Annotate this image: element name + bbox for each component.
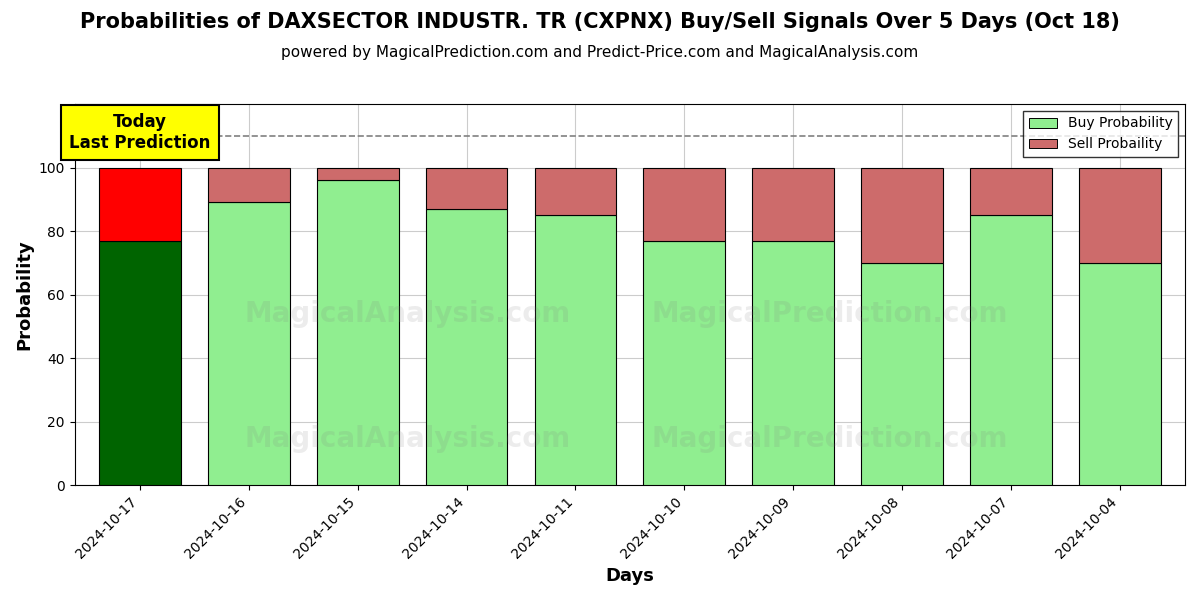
Legend: Buy Probability, Sell Probaility: Buy Probability, Sell Probaility (1024, 111, 1178, 157)
Bar (970, 215, 1051, 485)
Text: powered by MagicalPrediction.com and Predict-Price.com and MagicalAnalysis.com: powered by MagicalPrediction.com and Pre… (281, 45, 919, 60)
Bar (862, 167, 943, 263)
Bar (534, 215, 617, 485)
Text: Today
Last Prediction: Today Last Prediction (70, 113, 211, 152)
Text: MagicalPrediction.com: MagicalPrediction.com (652, 425, 1008, 454)
Bar (208, 167, 289, 202)
Bar (317, 167, 398, 180)
Bar (208, 202, 289, 485)
Bar (317, 180, 398, 485)
Text: MagicalPrediction.com: MagicalPrediction.com (652, 299, 1008, 328)
Bar (643, 167, 725, 241)
Bar (1079, 263, 1160, 485)
Text: Probabilities of DAXSECTOR INDUSTR. TR (CXPNX) Buy/Sell Signals Over 5 Days (Oct: Probabilities of DAXSECTOR INDUSTR. TR (… (80, 12, 1120, 32)
Text: MagicalAnalysis.com: MagicalAnalysis.com (245, 425, 571, 454)
Bar (100, 167, 181, 241)
Bar (100, 241, 181, 485)
Bar (426, 167, 508, 209)
X-axis label: Days: Days (605, 567, 654, 585)
Bar (426, 209, 508, 485)
Bar (752, 241, 834, 485)
Y-axis label: Probability: Probability (16, 239, 34, 350)
Text: MagicalAnalysis.com: MagicalAnalysis.com (245, 299, 571, 328)
Bar (643, 241, 725, 485)
Bar (752, 167, 834, 241)
Bar (1079, 167, 1160, 263)
Bar (970, 167, 1051, 215)
Bar (862, 263, 943, 485)
Bar (534, 167, 617, 215)
